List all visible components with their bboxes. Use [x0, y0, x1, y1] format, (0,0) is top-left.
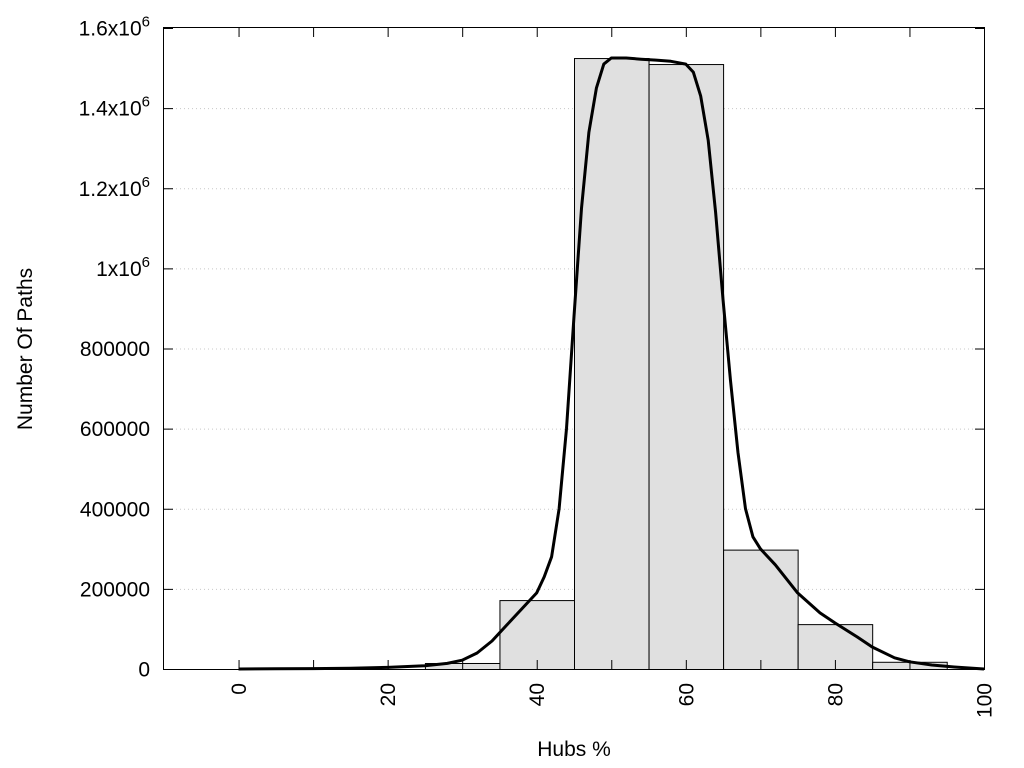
- histogram-bars: [424, 58, 948, 671]
- y-tick-labels: 0 200000 400000 600000 800000 1x106 1.2x106 1.4…: [79, 14, 150, 682]
- histogram-bar: [499, 600, 576, 671]
- x-tick-label: 60: [675, 683, 698, 706]
- y-axis-title: Number Of Paths: [14, 268, 37, 430]
- histogram-bar: [723, 549, 799, 671]
- x-tick-label: 20: [377, 683, 400, 706]
- y-tick-label: 1.4x106: [79, 94, 150, 121]
- y-tick-label: 600000: [80, 418, 150, 441]
- x-tick-label: 0: [228, 683, 251, 695]
- fit-curve-line: [238, 56, 985, 671]
- y-tick-label: 1x106: [96, 254, 150, 281]
- x-tick-label: 40: [526, 683, 549, 706]
- axis-ticks: [164, 28, 985, 670]
- x-tick-label: 80: [824, 683, 847, 706]
- grid-lines: [164, 108, 984, 590]
- x-tick-label: 100: [974, 683, 997, 718]
- y-tick-label: 1.2x106: [79, 174, 150, 201]
- fit-curve: [238, 56, 985, 671]
- x-tick-labels: 0 20 40 60 80 100: [228, 683, 996, 718]
- y-tick-label: 200000: [80, 578, 150, 601]
- y-tick-label: 0: [138, 659, 150, 682]
- plot-frame: [163, 27, 985, 670]
- y-tick-label: 400000: [80, 498, 150, 521]
- x-axis-title: Hubs %: [537, 738, 611, 761]
- histogram-bar: [648, 64, 725, 670]
- y-tick-label: 800000: [80, 338, 150, 361]
- y-tick-label: 1.6x106: [79, 14, 150, 41]
